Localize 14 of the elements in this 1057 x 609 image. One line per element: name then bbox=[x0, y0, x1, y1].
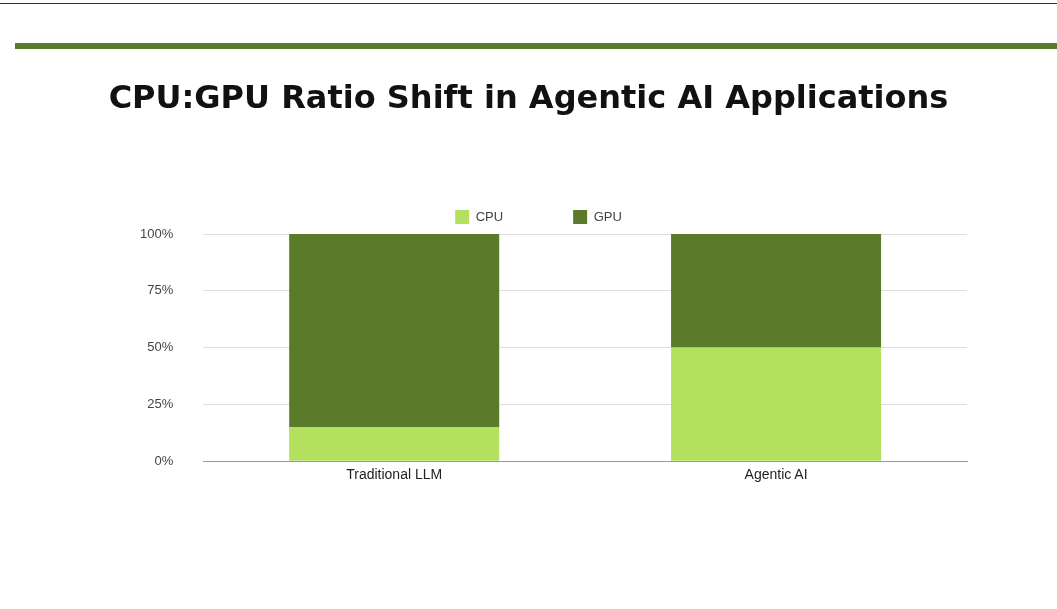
y-tick-label: 25% bbox=[147, 395, 174, 411]
y-tick-label: 75% bbox=[147, 282, 174, 298]
bar bbox=[671, 347, 882, 461]
x-tick-label: Traditional LLM bbox=[346, 466, 443, 483]
x-tick-label: Agentic AI bbox=[744, 466, 808, 483]
bar bbox=[289, 427, 500, 461]
chart-title: CPU:GPU Ratio Shift in Agentic AI Applications bbox=[107, 78, 950, 116]
legend-label: CPU bbox=[475, 208, 504, 224]
bar bbox=[671, 234, 882, 348]
bar bbox=[289, 234, 500, 428]
legend-label: GPU bbox=[593, 208, 622, 224]
y-tick-label: 50% bbox=[147, 339, 174, 355]
y-tick-label: 0% bbox=[154, 452, 174, 468]
y-tick-label: 100% bbox=[140, 225, 174, 241]
